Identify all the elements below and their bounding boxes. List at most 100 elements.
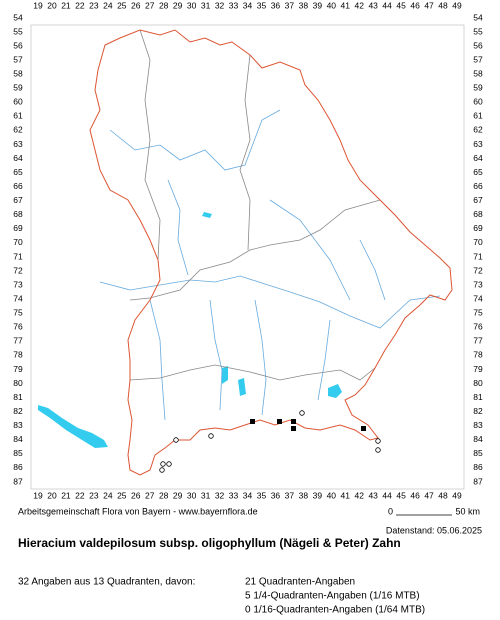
grid-row-label: 70 [473, 237, 483, 247]
grid-column-label: 48 [438, 0, 448, 10]
grid-row-label: 61 [473, 111, 483, 121]
grid-column-label: 25 [117, 0, 127, 10]
lake [202, 212, 212, 218]
lake [222, 366, 228, 384]
grid-row-label: 79 [473, 364, 483, 374]
river [317, 319, 331, 401]
title: Hieracium valdepilosum subsp. oligophyll… [18, 536, 401, 550]
grid-column-label: 41 [341, 490, 351, 500]
stat: 0 1/16-Quadranten-Angaben (1/64 MTB) [245, 605, 425, 616]
lake-constance [38, 405, 108, 448]
quarter-quadrant-marker [208, 433, 214, 439]
grid-row-label: 59 [473, 83, 483, 93]
grid-row-label: 57 [13, 54, 23, 64]
grid-row-label: 85 [13, 448, 23, 458]
grid-row-label: 85 [473, 448, 483, 458]
grid-row-label: 61 [13, 111, 23, 121]
lake-chiemsee [328, 384, 342, 398]
grid-column-label: 36 [271, 0, 281, 10]
grid-row-label: 82 [13, 406, 23, 416]
grid-row-label: 58 [13, 68, 23, 78]
grid-row-label: 76 [13, 322, 23, 332]
grid-column-label: 20 [47, 0, 57, 10]
grid-column-label: 39 [313, 490, 323, 500]
grid-column-label: 35 [257, 0, 267, 10]
grid-column-label: 39 [313, 0, 323, 10]
grid-row-label: 74 [473, 293, 483, 303]
credit: Arbeitsgemeinschaft Flora von Bayern - w… [18, 506, 258, 516]
grid-column-label: 20 [47, 490, 57, 500]
grid-row-label: 78 [473, 350, 483, 360]
grid-column-label: 28 [159, 490, 169, 500]
grid-column-label: 42 [354, 490, 364, 500]
grid-frame [30, 24, 465, 490]
grid-row-label: 84 [13, 434, 23, 444]
rivers [99, 109, 441, 421]
grid-column-label: 19 [33, 490, 43, 500]
grid-column-label: 31 [201, 0, 211, 10]
grid-column-label: 41 [341, 0, 351, 10]
grid-column-label: 33 [229, 0, 239, 10]
grid-column-label: 23 [89, 490, 99, 500]
grid-column-label: 21 [61, 0, 71, 10]
grid-column-label: 37 [285, 0, 295, 10]
grid-row-label: 83 [13, 420, 23, 430]
border [129, 364, 376, 381]
border [129, 199, 381, 301]
grid-row-label: 80 [13, 378, 23, 388]
grid-column-label: 26 [131, 0, 141, 10]
grid-row-label: 65 [473, 167, 483, 177]
quarter-quadrant-marker [375, 438, 381, 444]
river [269, 199, 351, 301]
grid-row-label: 79 [13, 364, 23, 374]
grid-column-label: 48 [438, 490, 448, 500]
grid-row-label: 62 [13, 125, 23, 135]
grid-column-label: 36 [271, 490, 281, 500]
grid-column-label: 45 [396, 490, 406, 500]
scale-end: 50 km [455, 506, 480, 516]
grid-column-label: 22 [75, 490, 85, 500]
grid-column-label: 25 [117, 490, 127, 500]
grid-row-label: 72 [13, 265, 23, 275]
grid-row-label: 56 [473, 40, 483, 50]
lakes [38, 212, 342, 448]
quarter-quadrant-marker [160, 461, 166, 467]
grid-column-label: 32 [215, 0, 225, 10]
quadrant-marker [291, 419, 296, 424]
grid-row-label: 63 [473, 139, 483, 149]
grid-row-label: 83 [473, 420, 483, 430]
grid-column-label: 44 [382, 0, 392, 10]
quarter-quadrant-marker [173, 437, 179, 443]
border [139, 29, 161, 261]
grid-column-label: 24 [103, 0, 113, 10]
scale-start: 0 [388, 506, 393, 516]
summary: 32 Angaben aus 13 Quadranten, davon: [18, 577, 195, 588]
grid-column-label: 37 [285, 490, 295, 500]
grid-row-label: 64 [13, 153, 23, 163]
grid-column-label: 40 [327, 0, 337, 10]
grid-row-label: 86 [473, 462, 483, 472]
stat: 5 1/4-Quadranten-Angaben (1/16 MTB) [245, 591, 420, 602]
grid-row-label: 70 [13, 237, 23, 247]
grid-row-label: 80 [473, 378, 483, 388]
quarter-quadrant-marker [299, 410, 305, 416]
river [359, 239, 386, 301]
grid-column-label: 24 [103, 490, 113, 500]
grid-column-label: 34 [243, 0, 253, 10]
quadrant-marker [277, 419, 282, 424]
grid-column-label: 35 [257, 490, 267, 500]
grid-row-label: 56 [13, 40, 23, 50]
grid-row-label: 74 [13, 293, 23, 303]
border [239, 54, 251, 251]
grid-column-label: 23 [89, 0, 99, 10]
grid-row-label: 63 [13, 139, 23, 149]
grid-column-label: 33 [229, 490, 239, 500]
grid-row-label: 81 [473, 392, 483, 402]
district-borders [129, 29, 381, 381]
grid-column-label: 44 [382, 490, 392, 500]
grid-column-label: 47 [424, 490, 434, 500]
grid-row-label: 75 [473, 308, 483, 318]
grid-column-label: 43 [368, 490, 378, 500]
grid-row-label: 78 [13, 350, 23, 360]
